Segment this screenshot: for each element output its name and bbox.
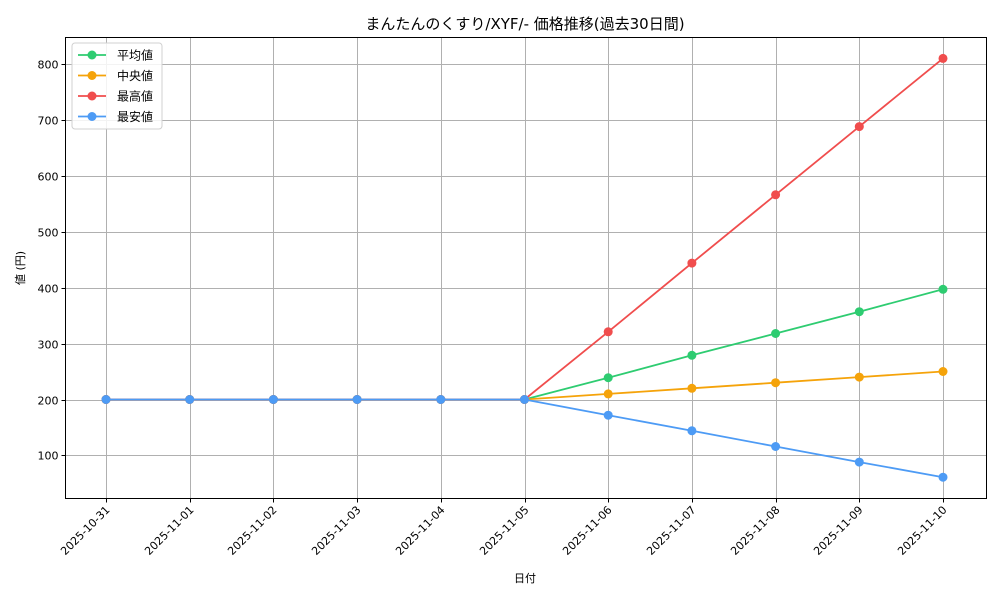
x-axis-ticks: 2025-10-31 2025-11-01 2025-11-02 2025-11-03… [58,498,950,558]
legend-marker [87,91,97,101]
x-tick-label: 2025-11-01 [142,503,196,557]
data-point [687,258,697,268]
data-point [603,373,613,383]
data-point [771,442,781,451]
x-tick-label: 2025-11-09 [811,503,865,557]
data-point [854,372,864,382]
series-line [106,398,944,479]
chart-title: まんたんのくすり/XYF/- 価格推移(過去30日間) [365,15,684,33]
legend-box [71,42,163,130]
data-point [268,395,278,404]
data-point [854,307,864,317]
data-point [938,367,948,376]
legend-marker [87,50,97,60]
data-series [101,53,948,482]
data-point [771,329,781,338]
legend-label: 中央値 [117,68,153,83]
x-tick-label: 2025-11-03 [309,503,363,557]
legend-label: 最高値 [117,89,153,104]
x-tick-label: 2025-11-04 [393,503,447,557]
y-tick-label: 600 [38,171,59,184]
data-point [938,472,948,482]
data-point [938,284,948,294]
data-point [771,190,781,200]
data-point [771,378,781,388]
x-tick-label: 2025-10-31 [58,503,112,557]
y-axis-ticks: 100 200 300 400 500 600 700 800 [38,59,66,463]
y-tick-label: 100 [38,450,59,463]
data-point [687,383,697,393]
data-point [520,395,529,404]
data-point [101,395,111,404]
data-point [687,350,697,360]
series-3 [101,395,948,482]
x-tick-label: 2025-11-02 [225,503,279,557]
y-axis-label: 値 (円) [14,251,27,285]
y-tick-label: 200 [38,395,59,408]
x-tick-label: 2025-11-05 [477,503,531,557]
y-tick-label: 700 [38,115,59,128]
y-tick-label: 400 [38,283,59,296]
x-tick-label: 2025-11-07 [644,503,698,557]
legend-label: 最安値 [117,109,153,124]
legend-label: 平均値 [117,48,153,63]
x-tick-label: 2025-11-08 [728,503,782,557]
legend-marker [87,71,97,80]
x-axis-label: 日付 [514,572,536,585]
data-point [603,389,613,399]
data-point [687,426,697,436]
legend-marker [87,112,97,121]
data-point [938,53,948,63]
y-tick-label: 300 [38,339,59,352]
y-tick-label: 500 [38,227,59,240]
x-tick-label: 2025-11-06 [560,503,614,557]
x-tick-label: 2025-11-10 [895,503,949,557]
data-point [185,395,195,404]
data-point [854,122,864,132]
data-point [603,410,613,420]
series-line [106,57,944,401]
grid-lines [65,37,987,499]
data-point [854,457,864,467]
data-point [352,395,362,404]
data-point [603,327,613,337]
y-tick-label: 800 [38,59,59,72]
data-point [436,395,446,404]
series-2 [101,53,948,404]
